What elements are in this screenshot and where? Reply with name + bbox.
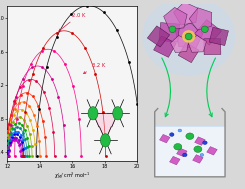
Polygon shape bbox=[147, 26, 170, 47]
Polygon shape bbox=[195, 20, 221, 45]
Polygon shape bbox=[154, 36, 176, 57]
Polygon shape bbox=[171, 36, 189, 53]
X-axis label: $\chi_{M}^{\prime}$/ cm$^{3}$ mol$^{-1}$: $\chi_{M}^{\prime}$/ cm$^{3}$ mol$^{-1}$ bbox=[54, 170, 91, 181]
Circle shape bbox=[88, 107, 98, 120]
Polygon shape bbox=[189, 8, 212, 30]
Polygon shape bbox=[159, 23, 180, 42]
Polygon shape bbox=[175, 23, 203, 48]
Polygon shape bbox=[177, 148, 187, 157]
Circle shape bbox=[200, 153, 204, 156]
Polygon shape bbox=[178, 43, 199, 63]
Polygon shape bbox=[195, 137, 205, 145]
Circle shape bbox=[183, 153, 187, 157]
Circle shape bbox=[185, 33, 192, 40]
Polygon shape bbox=[155, 126, 225, 177]
Polygon shape bbox=[170, 156, 180, 165]
Circle shape bbox=[169, 26, 176, 33]
FancyArrowPatch shape bbox=[207, 58, 216, 117]
Polygon shape bbox=[207, 146, 217, 155]
Circle shape bbox=[203, 141, 207, 144]
Circle shape bbox=[186, 133, 194, 139]
FancyArrowPatch shape bbox=[162, 58, 171, 117]
Text: 3.2 K: 3.2 K bbox=[84, 63, 105, 74]
Ellipse shape bbox=[143, 0, 234, 75]
Polygon shape bbox=[93, 113, 118, 140]
Polygon shape bbox=[159, 134, 170, 143]
Polygon shape bbox=[164, 7, 187, 29]
Circle shape bbox=[170, 133, 174, 136]
Polygon shape bbox=[188, 35, 206, 52]
Polygon shape bbox=[204, 39, 221, 55]
Circle shape bbox=[100, 134, 110, 147]
Circle shape bbox=[174, 143, 182, 150]
Circle shape bbox=[194, 146, 202, 153]
Polygon shape bbox=[174, 2, 198, 25]
Polygon shape bbox=[209, 27, 229, 46]
Polygon shape bbox=[193, 155, 203, 163]
Circle shape bbox=[178, 129, 182, 132]
Text: 2.0 K: 2.0 K bbox=[59, 12, 86, 31]
Circle shape bbox=[113, 107, 123, 120]
Circle shape bbox=[183, 31, 195, 42]
Circle shape bbox=[201, 26, 208, 33]
